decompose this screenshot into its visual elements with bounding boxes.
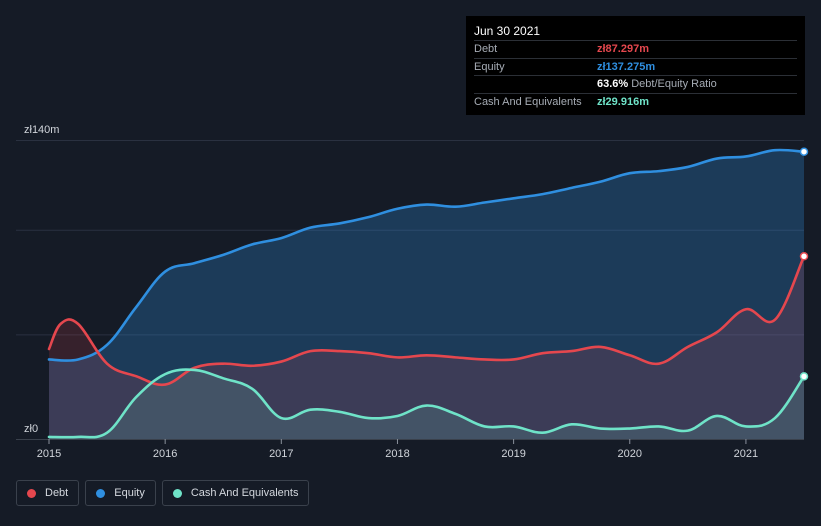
legend-equity-dot-icon xyxy=(96,488,106,498)
debt-endpoint[interactable] xyxy=(799,252,809,261)
x-tick-label: 2016 xyxy=(153,448,177,460)
tooltip-row-equity: Equity zł137.275m xyxy=(474,57,797,76)
tooltip-ratio-value: 63.6% Debt/Equity Ratio xyxy=(597,76,717,93)
cash-line xyxy=(47,368,806,439)
grid-lines xyxy=(16,140,804,440)
series-lines xyxy=(47,148,806,439)
x-axis-ticks: 2015 2016 2017 2018 2019 2020 2021 xyxy=(37,439,758,460)
legend-item-cash[interactable]: Cash And Equivalents xyxy=(161,480,310,506)
chart-legend: Debt Equity Cash And Equivalents xyxy=(16,480,310,506)
x-tick-label: 2015 xyxy=(37,448,61,460)
legend-equity-label: Equity xyxy=(114,487,145,499)
debt-area xyxy=(49,256,804,439)
tooltip-cash-value: zł29.916m xyxy=(597,95,649,108)
x-tick-label: 2017 xyxy=(269,448,293,460)
tooltip-row-debt: Debt zł87.297m xyxy=(474,40,797,58)
legend-debt-label: Debt xyxy=(45,487,69,499)
x-tick-label: 2018 xyxy=(385,448,409,460)
legend-item-equity[interactable]: Equity xyxy=(85,480,156,506)
tooltip-ratio-unit: Debt/Equity Ratio xyxy=(631,78,717,90)
equity-line xyxy=(47,148,806,362)
cash-area xyxy=(49,369,804,439)
series-areas xyxy=(49,149,804,439)
series-endpoints xyxy=(799,147,809,381)
legend-debt-dot-icon xyxy=(27,488,36,498)
legend-cash-label: Cash And Equivalents xyxy=(190,487,299,499)
tooltip-debt-label: Debt xyxy=(474,43,498,55)
tooltip-date: Jun 30 2021 xyxy=(474,24,541,38)
tooltip-row-ratio: 63.6% Debt/Equity Ratio xyxy=(474,75,797,93)
tooltip-cash-label: Cash And Equivalents xyxy=(474,95,582,108)
x-tick-label: 2019 xyxy=(501,448,525,460)
equity-endpoint[interactable] xyxy=(799,147,809,156)
legend-cash-dot-icon xyxy=(172,488,182,498)
tooltip-ratio-label xyxy=(474,76,597,93)
tooltip-panel: Jun 30 2021 Debt zł87.297m Equity zł137.… xyxy=(466,16,805,115)
x-tick-label: 2020 xyxy=(618,448,642,460)
y-axis-top-label: zł140m xyxy=(24,124,59,136)
tooltip-equity-label: Equity xyxy=(474,60,505,73)
cash-endpoint[interactable] xyxy=(799,372,809,381)
tooltip-equity-value: zł137.275m xyxy=(597,60,656,73)
tooltip-ratio-number: 63.6% xyxy=(597,78,629,90)
legend-item-debt[interactable]: Debt xyxy=(16,480,80,506)
x-tick-label: 2021 xyxy=(734,448,758,460)
y-axis-zero-label: zł0 xyxy=(24,423,38,435)
tooltip-row-cash: Cash And Equivalents zł29.916m xyxy=(474,92,797,111)
tooltip-debt-value: zł87.297m xyxy=(597,43,649,55)
equity-area xyxy=(49,149,804,439)
